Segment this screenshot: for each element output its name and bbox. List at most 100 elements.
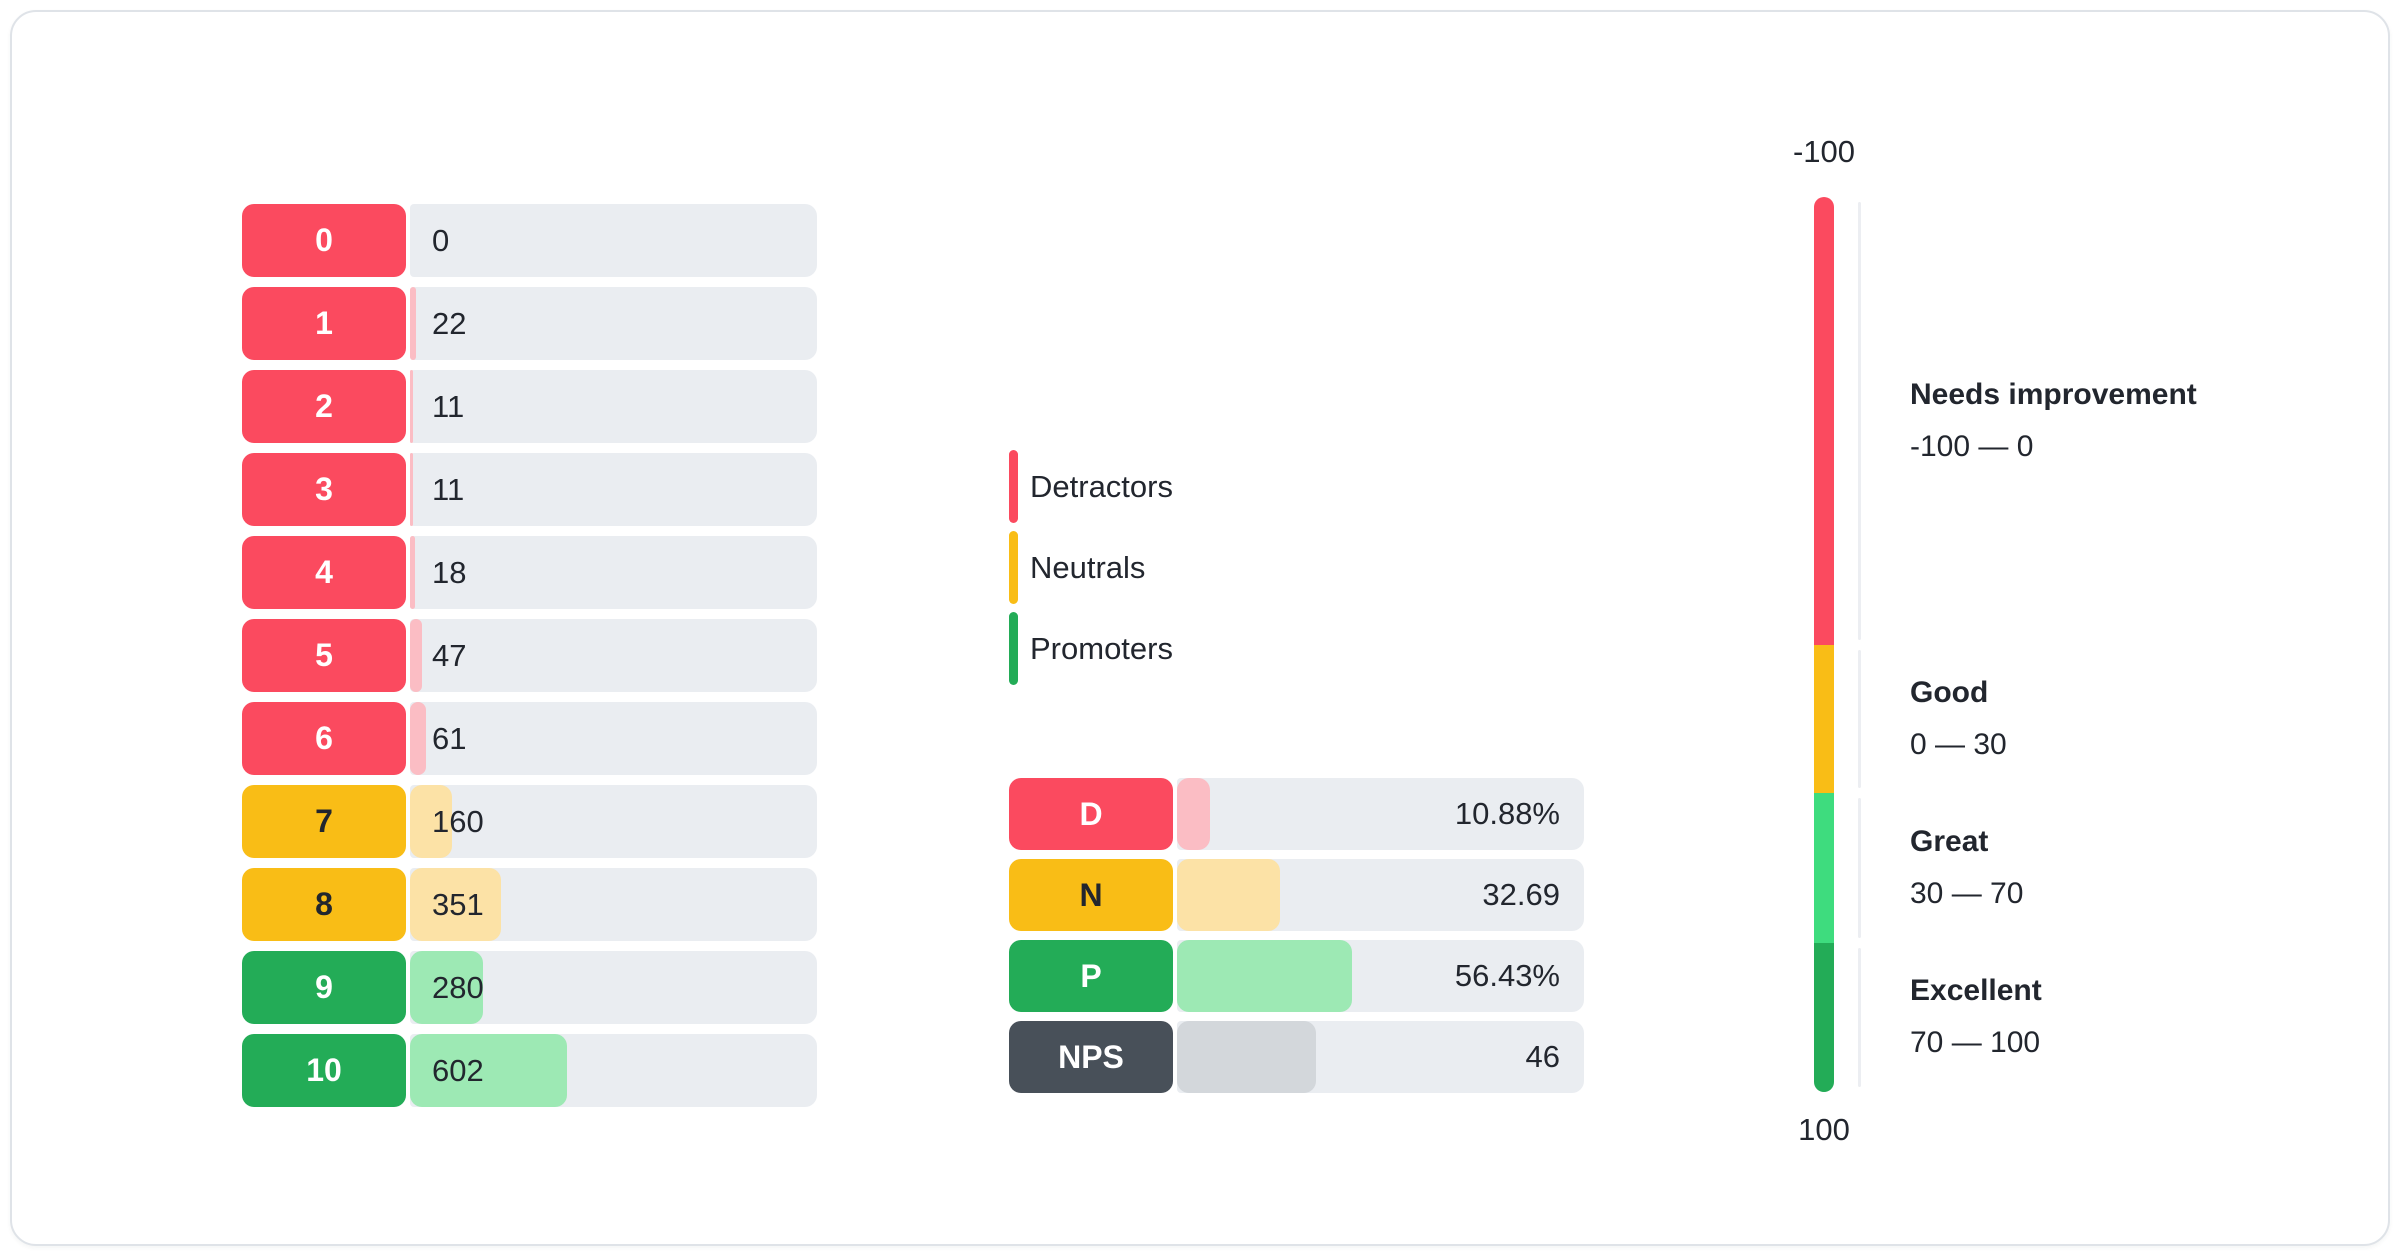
- legend-item-detractor: Detractors: [1009, 450, 1173, 523]
- score-track: 602: [410, 1034, 817, 1107]
- score-count: 602: [432, 1052, 484, 1088]
- score-pill: 10: [242, 1034, 406, 1107]
- summary-track: 46: [1177, 1021, 1584, 1093]
- gauge-range-values: 30 — 70: [1910, 876, 2024, 910]
- gauge-segment-great: [1814, 793, 1834, 943]
- score-fill: [410, 287, 416, 360]
- score-track: 160: [410, 785, 817, 858]
- summary-track: 56.43%: [1177, 940, 1584, 1012]
- gauge-range-title: Good: [1910, 675, 1989, 709]
- score-count: 160: [432, 803, 484, 839]
- score-track: 351: [410, 868, 817, 941]
- divider-segment: [1858, 197, 1861, 645]
- score-track: 22: [410, 287, 817, 360]
- gauge-label-excellent: Excellent 70 — 100: [1910, 973, 2042, 1061]
- score-count: 280: [432, 969, 484, 1005]
- divider-line: [1858, 202, 1861, 640]
- score-count: 47: [432, 637, 467, 673]
- score-row: 4 18: [242, 536, 817, 609]
- summary-pill: N: [1009, 859, 1173, 931]
- divider-segment: [1858, 793, 1861, 942]
- score-track: 11: [410, 453, 817, 526]
- nps-summary-chart: D 10.88% N 32.69 P 56.43% NPS 46: [1009, 778, 1584, 1102]
- score-count: 11: [432, 388, 465, 424]
- score-row: 3 11: [242, 453, 817, 526]
- summary-row-p: P 56.43%: [1009, 940, 1584, 1012]
- divider-line: [1858, 947, 1861, 1087]
- score-track: 11: [410, 370, 817, 443]
- divider-segment: [1858, 645, 1861, 794]
- score-pill: 1: [242, 287, 406, 360]
- score-pill: 0: [242, 204, 406, 277]
- gauge-label-needs-improvement: Needs improvement -100 — 0: [1910, 377, 2197, 465]
- summary-pill: P: [1009, 940, 1173, 1012]
- score-distribution-chart: 0 0 1 22 2 11 3 11 4 18 5 47 6 61 7 160 8 351 9 280 10 602: [242, 204, 817, 1117]
- score-fill: [410, 453, 413, 526]
- gauge-label-good: Good 0 — 30: [1910, 675, 2007, 763]
- gauge-min-label: -100: [1792, 134, 1856, 169]
- score-count: 11: [432, 471, 465, 507]
- score-row: 2 11: [242, 370, 817, 443]
- legend-label: Neutrals: [1030, 549, 1146, 585]
- divider-segment: [1858, 943, 1861, 1092]
- promoter-color-swatch: [1009, 612, 1018, 685]
- summary-pill: NPS: [1009, 1021, 1173, 1093]
- score-row: 5 47: [242, 619, 817, 692]
- gauge-segment-good: [1814, 644, 1834, 794]
- score-fill: [410, 1034, 567, 1107]
- score-count: 0: [432, 222, 450, 258]
- summary-fill: [1177, 940, 1353, 1012]
- neutral-color-swatch: [1009, 531, 1018, 604]
- summary-track: 10.88%: [1177, 778, 1584, 850]
- score-fill: [410, 619, 423, 692]
- summary-row-d: D 10.88%: [1009, 778, 1584, 850]
- summary-fill: [1177, 1021, 1317, 1093]
- summary-value: 56.43%: [1454, 958, 1560, 993]
- summary-track: 32.69: [1177, 859, 1584, 931]
- score-pill: 8: [242, 868, 406, 941]
- detractor-color-swatch: [1009, 450, 1018, 523]
- score-pill: 9: [242, 951, 406, 1024]
- score-pill: 2: [242, 370, 406, 443]
- score-row: 9 280: [242, 951, 817, 1024]
- report-card: 0 0 1 22 2 11 3 11 4 18 5 47 6 61 7 160 8 351 9 280 10 602 De…: [10, 10, 2390, 1246]
- gauge-segment-excellent: [1814, 942, 1834, 1092]
- summary-pill: D: [1009, 778, 1173, 850]
- legend: Detractors Neutrals Promoters: [1009, 450, 1173, 693]
- score-count: 18: [432, 554, 467, 590]
- score-row: 10 602: [242, 1034, 817, 1107]
- gauge-range-values: -100 — 0: [1910, 429, 2034, 463]
- score-track: 47: [410, 619, 817, 692]
- score-pill: 3: [242, 453, 406, 526]
- score-fill: [410, 951, 483, 1024]
- score-pill: 5: [242, 619, 406, 692]
- gauge-label-great: Great 30 — 70: [1910, 824, 2023, 912]
- score-count: 61: [432, 720, 467, 756]
- score-row: 1 22: [242, 287, 817, 360]
- score-pill: 6: [242, 702, 406, 775]
- gauge-range-title: Great: [1910, 824, 1989, 858]
- score-pill: 7: [242, 785, 406, 858]
- score-track: 280: [410, 951, 817, 1024]
- divider-line: [1858, 649, 1861, 789]
- summary-value: 10.88%: [1454, 796, 1560, 831]
- score-count: 22: [432, 305, 467, 341]
- summary-value: 46: [1525, 1039, 1560, 1074]
- score-row: 8 351: [242, 868, 817, 941]
- divider-line: [1858, 798, 1861, 938]
- summary-row-nps: NPS 46: [1009, 1021, 1584, 1093]
- score-track: 0: [410, 204, 817, 277]
- score-row: 7 160: [242, 785, 817, 858]
- score-fill: [410, 370, 413, 443]
- score-track: 61: [410, 702, 817, 775]
- summary-fill: [1177, 778, 1211, 850]
- legend-label: Promoters: [1030, 630, 1173, 666]
- gauge-range-values: 70 — 100: [1910, 1026, 2041, 1060]
- score-pill: 4: [242, 536, 406, 609]
- score-fill: [410, 536, 415, 609]
- score-count: 351: [432, 886, 484, 922]
- gauge-divider-line: [1858, 197, 1861, 1092]
- score-fill: [410, 785, 452, 858]
